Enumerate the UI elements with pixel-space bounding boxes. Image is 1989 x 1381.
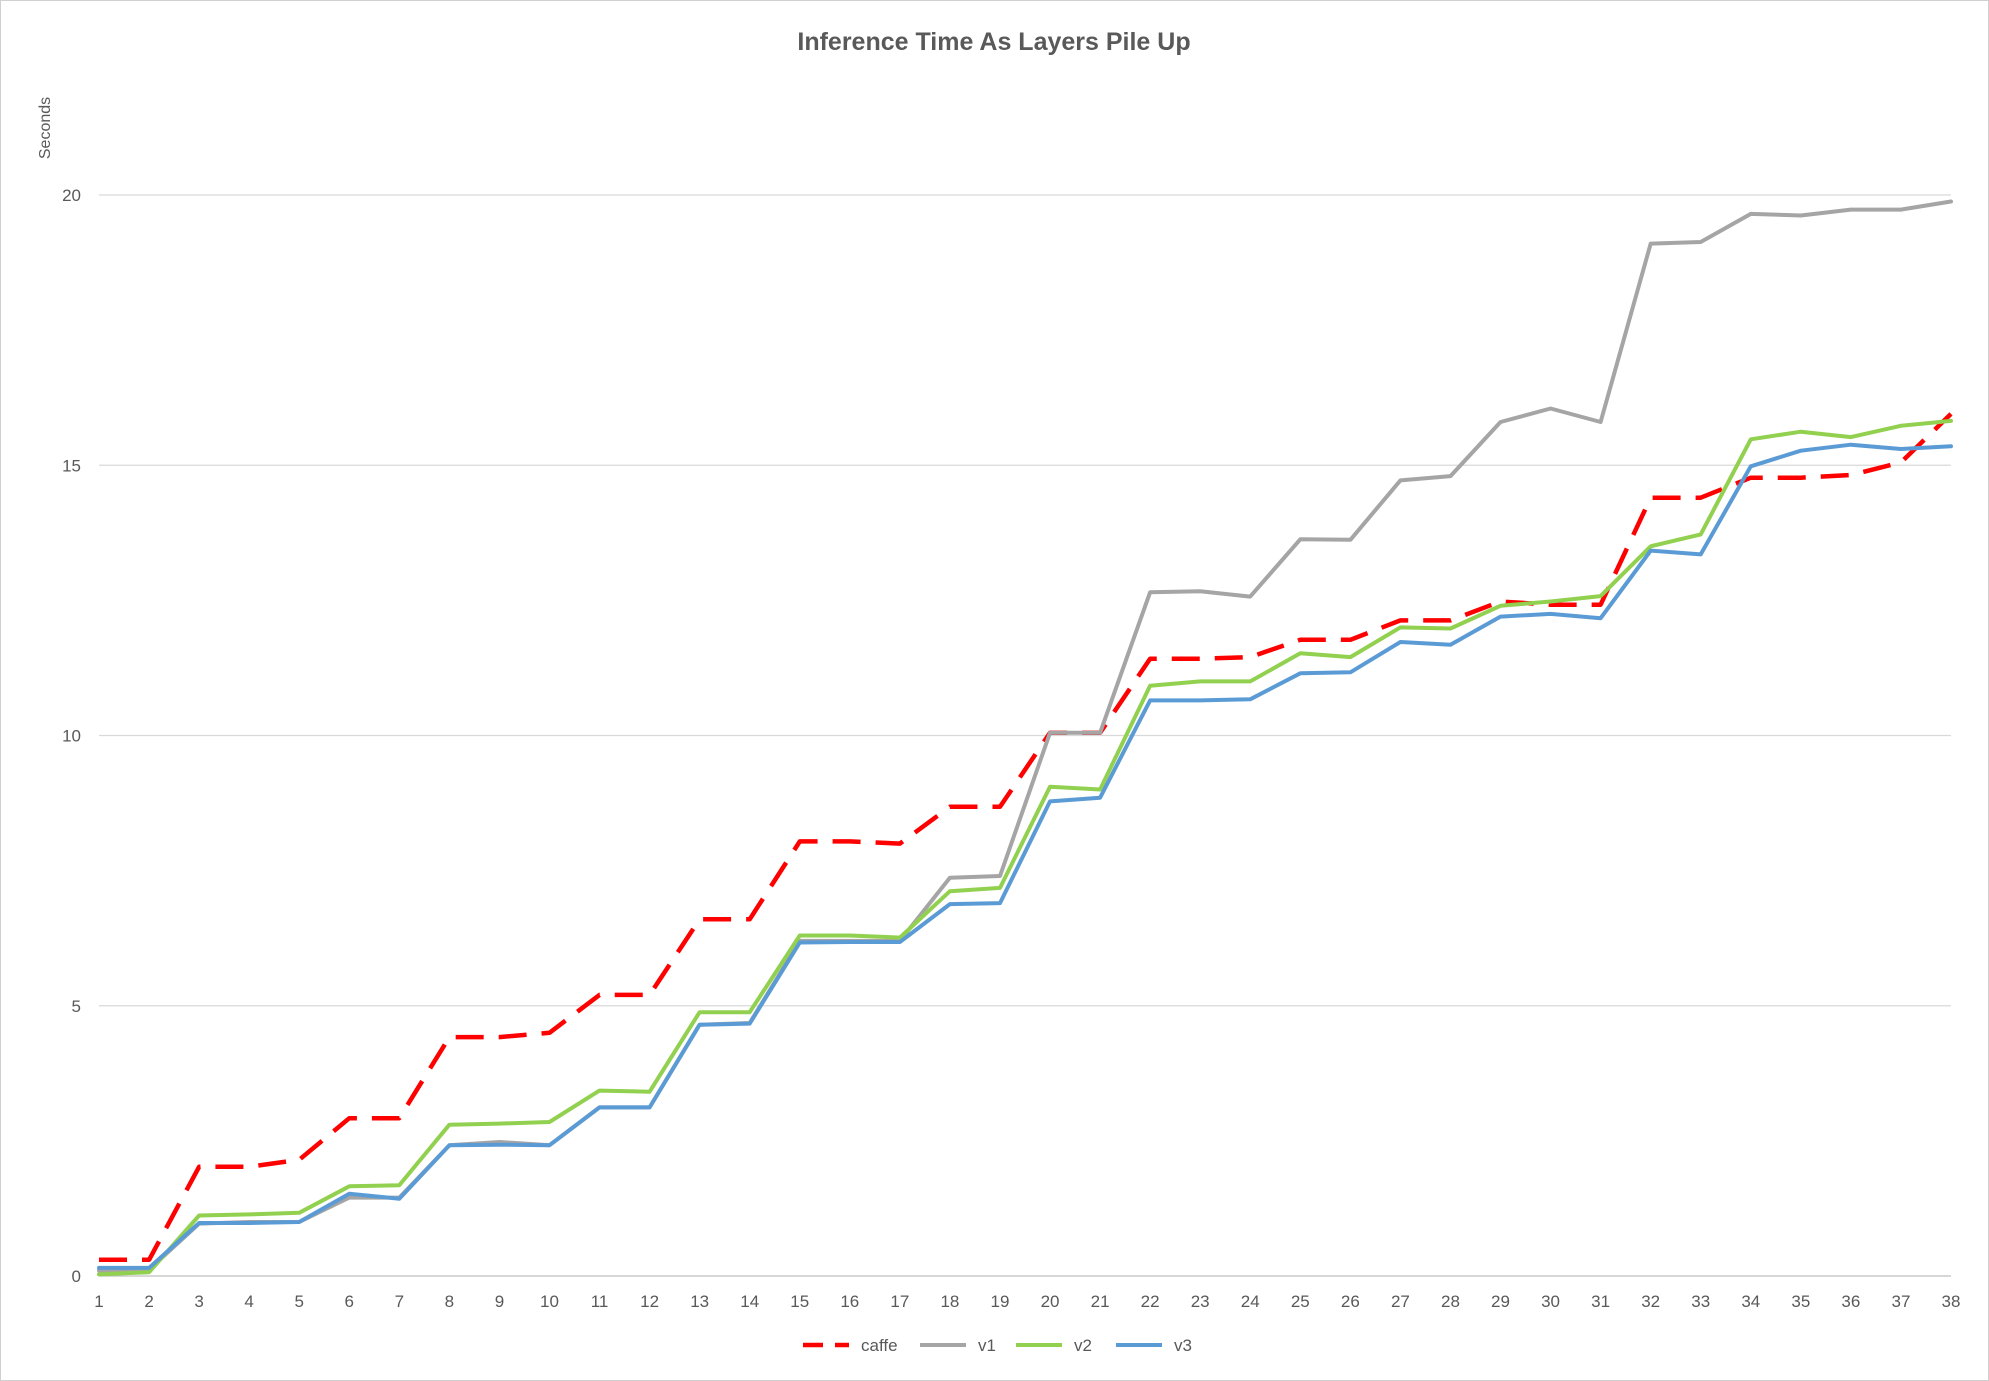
y-tick-label: 20	[62, 186, 81, 205]
x-tick-label: 34	[1741, 1292, 1760, 1311]
x-tick-label: 32	[1641, 1292, 1660, 1311]
x-tick-label: 33	[1691, 1292, 1710, 1311]
x-tick-label: 25	[1291, 1292, 1310, 1311]
x-tick-label: 7	[395, 1292, 404, 1311]
x-tick-label: 18	[940, 1292, 959, 1311]
y-axis-ticks: 0 5 10 15 20	[62, 186, 81, 1286]
x-tick-label: 6	[345, 1292, 354, 1311]
y-tick-label: 15	[62, 456, 81, 475]
x-tick-label: 36	[1841, 1292, 1860, 1311]
x-tick-label: 28	[1441, 1292, 1460, 1311]
x-tick-label: 31	[1591, 1292, 1610, 1311]
x-tick-label: 5	[294, 1292, 303, 1311]
x-tick-label: 15	[790, 1292, 809, 1311]
series-line-v3	[97, 442, 1953, 1270]
legend-label-v1: v1	[978, 1336, 996, 1355]
x-tick-label: 23	[1191, 1292, 1210, 1311]
x-tick-label: 22	[1141, 1292, 1160, 1311]
y-tick-label: 10	[62, 727, 81, 746]
x-tick-label: 30	[1541, 1292, 1560, 1311]
x-tick-label: 20	[1041, 1292, 1060, 1311]
x-tick-label: 8	[445, 1292, 454, 1311]
x-tick-label: 29	[1491, 1292, 1510, 1311]
x-tick-label: 35	[1791, 1292, 1810, 1311]
x-tick-label: 3	[194, 1292, 203, 1311]
x-tick-label: 11	[591, 1292, 609, 1311]
x-tick-label: 37	[1891, 1292, 1910, 1311]
gridlines	[99, 194, 1951, 1277]
x-tick-label: 14	[740, 1292, 759, 1311]
x-tick-label: 2	[144, 1292, 153, 1311]
x-tick-label: 38	[1942, 1292, 1961, 1311]
x-axis-ticks: 1 2 3 4 5 6 7 8 9 10 11 12 13 14 15 16 17 18 19 20 21 22 23 24 2…	[94, 1292, 1960, 1311]
x-tick-label: 24	[1241, 1292, 1260, 1311]
x-tick-label: 17	[890, 1292, 909, 1311]
x-tick-label: 13	[690, 1292, 709, 1311]
legend-label-caffe: caffe	[861, 1336, 898, 1355]
x-tick-label: 19	[991, 1292, 1010, 1311]
series-lines	[97, 199, 1953, 1277]
x-tick-label: 21	[1091, 1292, 1110, 1311]
series-line-caffe	[99, 412, 1953, 1263]
y-tick-label: 5	[72, 997, 81, 1016]
x-tick-label: 10	[540, 1292, 559, 1311]
legend: caffe v1 v2 v3	[803, 1336, 1192, 1355]
y-tick-label: 0	[72, 1267, 81, 1286]
chart-title: Inference Time As Layers Pile Up	[797, 28, 1190, 56]
x-tick-label: 27	[1391, 1292, 1410, 1311]
series-line-v2	[97, 418, 1953, 1277]
x-tick-label: 4	[244, 1292, 253, 1311]
x-tick-label: 12	[640, 1292, 659, 1311]
legend-label-v2: v2	[1074, 1336, 1092, 1355]
legend-label-v3: v3	[1174, 1336, 1192, 1355]
x-tick-label: 16	[840, 1292, 859, 1311]
y-axis-title: Seconds	[37, 97, 54, 159]
x-tick-label: 26	[1341, 1292, 1360, 1311]
x-tick-label: 9	[495, 1292, 504, 1311]
x-tick-label: 1	[94, 1292, 103, 1311]
